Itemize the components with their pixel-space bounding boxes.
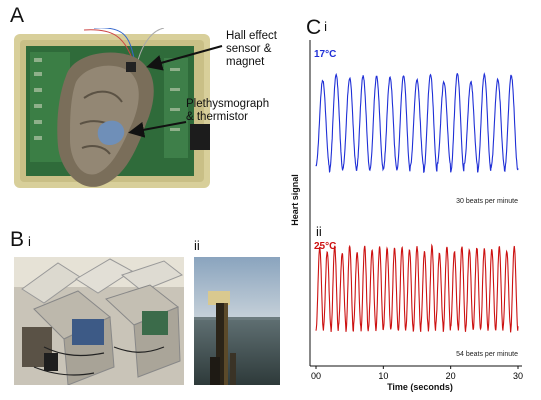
label-hall-effect: Hall effect sensor & magnet [226,30,277,68]
rate-label-ii: 54 beats per minute [456,351,518,358]
x-tick-label: 00 [311,371,321,381]
panel-c-sub-ii: ii [316,224,322,239]
trace-17c [315,72,519,173]
panel-a-letter: A [10,4,25,27]
x-tick-label: 10 [378,371,388,381]
oyster-sensor-photo [14,28,210,192]
x-tick-label: 20 [446,371,456,381]
temp-label-17c: 17°C [314,49,336,60]
x-ticks: 00 10 20 30 [311,366,523,381]
x-tick-label: 30 [513,371,523,381]
x-axis-label: Time (seconds) [387,382,453,392]
y-axis-label: Heart signal [290,174,300,226]
panel-b-sub-ii: ii [194,238,200,253]
rate-label-i: 30 beats per minute [456,198,518,205]
panel-c-sub-i: i [324,19,328,34]
logger-boxes-photo [14,257,184,385]
temp-label-25c: 25°C [314,241,336,252]
field-deployment-photo [194,257,280,385]
trace-25c [315,243,519,333]
label-plethysmograph: Plethysmograph & thermistor [186,98,270,123]
panel-b-sub-i: i [28,234,31,249]
